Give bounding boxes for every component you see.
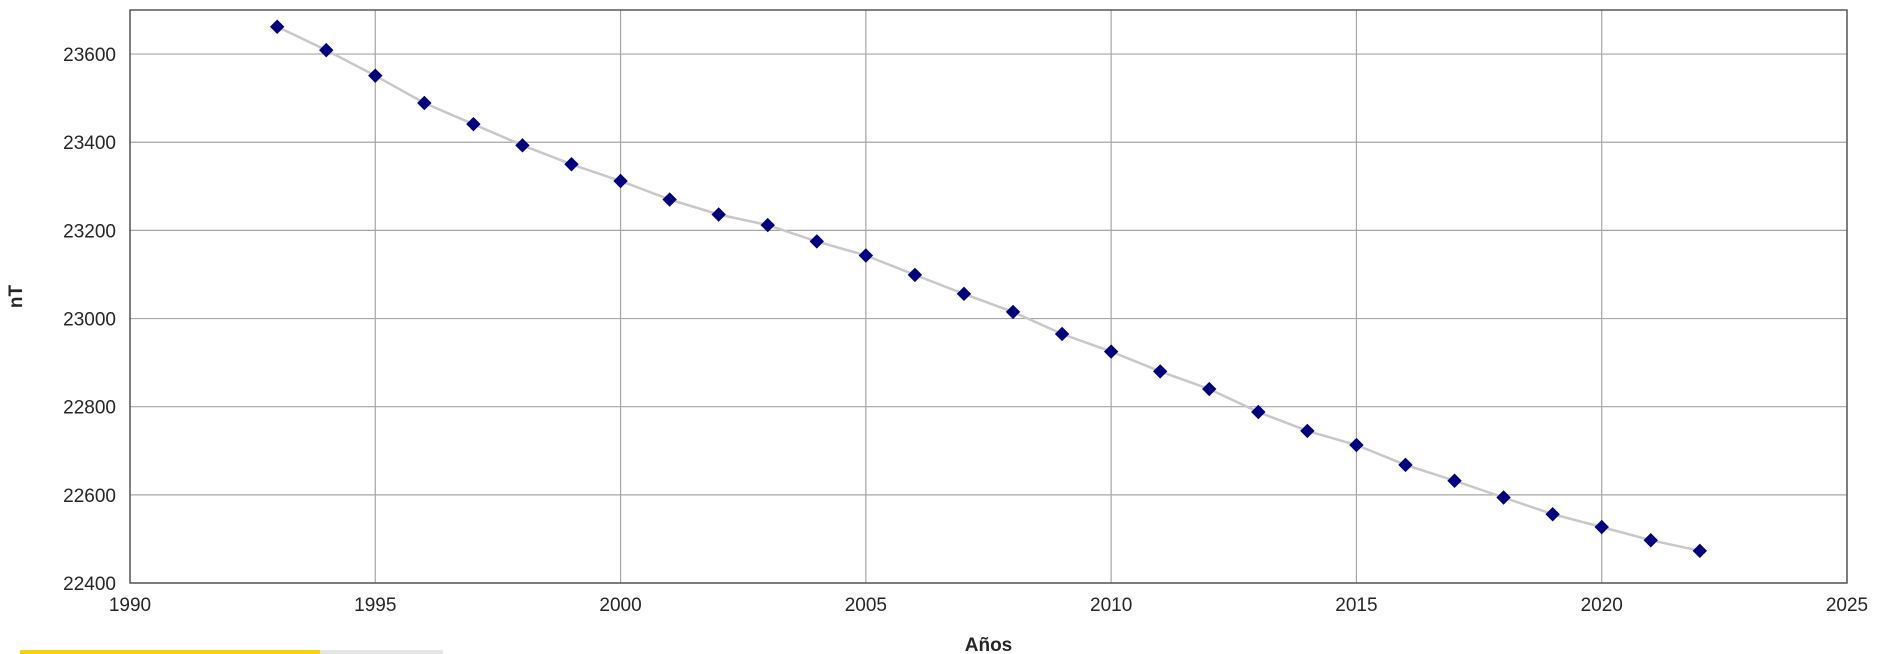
data-point-marker	[1447, 473, 1462, 488]
x-tick-label: 2025	[1826, 595, 1868, 616]
data-point-marker	[1251, 404, 1266, 420]
data-point-marker	[711, 207, 726, 222]
x-tick-label: 2010	[1090, 595, 1132, 616]
data-point-marker	[1692, 543, 1708, 559]
data-point-marker	[1005, 304, 1021, 320]
data-point-marker	[368, 68, 383, 83]
x-tick-label: 1990	[109, 595, 151, 616]
y-tick-label: 23400	[63, 133, 116, 154]
x-tick-label: 1995	[354, 595, 396, 616]
data-point-marker	[1349, 437, 1364, 453]
y-tick-label: 22600	[63, 486, 116, 507]
data-point-marker	[858, 248, 874, 263]
data-point-marker	[1054, 326, 1070, 342]
x-tick-label: 2015	[1335, 595, 1377, 616]
y-tick-label: 23600	[63, 45, 116, 66]
y-tick-label: 22800	[63, 398, 116, 419]
vertical-gridlines	[129, 10, 1848, 583]
data-point-marker	[809, 234, 825, 249]
data-point-marker	[417, 95, 432, 111]
data-point-marker	[1398, 457, 1413, 473]
data-point-marker	[956, 286, 972, 302]
data-point-marker	[1545, 507, 1560, 522]
x-tick-label: 2000	[599, 595, 641, 616]
data-point-marker	[1594, 519, 1609, 535]
data-point-marker	[1152, 364, 1168, 379]
horizontal-gridlines	[130, 53, 1847, 584]
x-tick-label: 2005	[845, 595, 887, 616]
data-point-marker	[1202, 381, 1217, 397]
data-point-marker	[1496, 490, 1511, 505]
data-point-marker	[662, 192, 677, 207]
data-point-marker	[269, 19, 285, 34]
x-axis-title: Años	[965, 635, 1013, 654]
data-point-marker	[466, 116, 481, 132]
data-point-marker	[515, 138, 530, 153]
progress-bar-fill	[20, 650, 321, 654]
data-point-marker	[1643, 533, 1658, 548]
data-point-marker	[613, 173, 628, 189]
data-point-marker	[1300, 423, 1315, 439]
y-axis-title: nT	[6, 285, 27, 309]
series-line	[276, 25, 1701, 553]
data-point-marker	[319, 42, 334, 58]
y-axis-tick-labels: 22400 22600 22800 23000 23200 23400 23600	[63, 45, 116, 595]
progress-bar	[20, 650, 443, 654]
y-tick-label: 23200	[63, 221, 116, 242]
x-tick-label: 2020	[1581, 595, 1623, 616]
data-point-marker	[760, 217, 775, 233]
data-point-marker	[1103, 344, 1119, 359]
y-tick-label: 22400	[63, 574, 116, 595]
y-tick-label: 23000	[63, 310, 116, 331]
data-point-marker	[907, 267, 923, 283]
data-point-marker	[564, 157, 579, 172]
plot-area-frame	[129, 9, 1848, 584]
series-markers	[269, 19, 1708, 559]
x-axis-tick-labels: 1990 1995 2000 2005 2010 2015 2020 2025	[109, 595, 1868, 616]
